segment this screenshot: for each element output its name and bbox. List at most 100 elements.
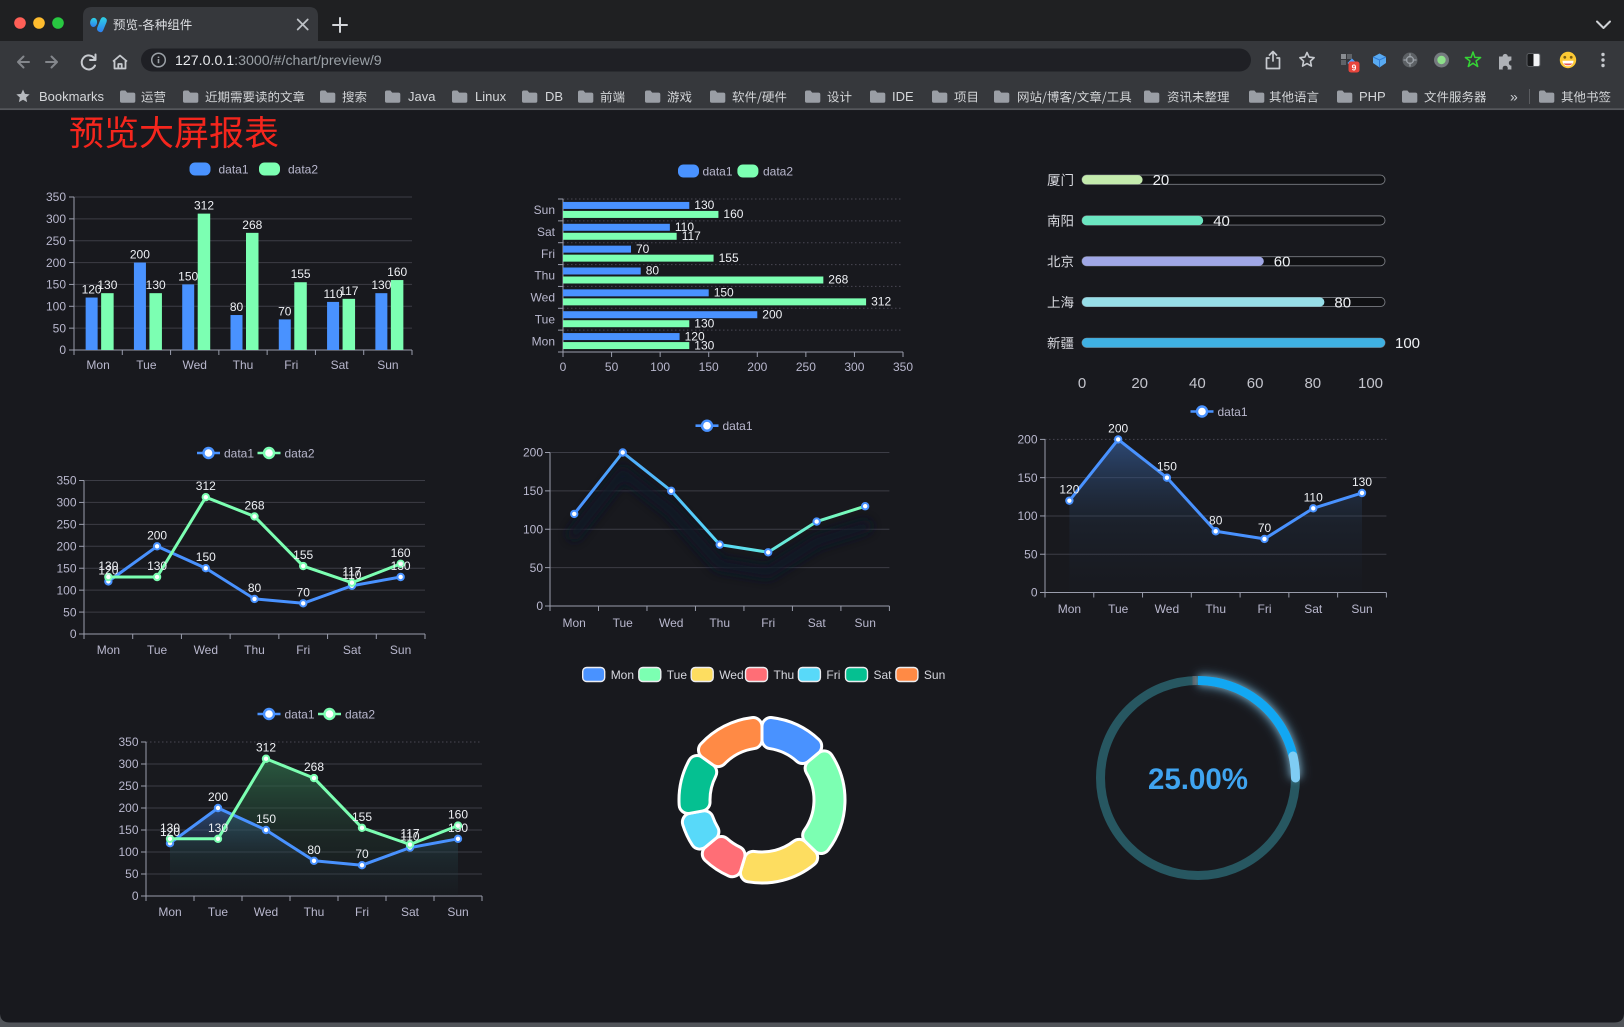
svg-text:Sun: Sun	[447, 905, 468, 919]
svg-text:160: 160	[448, 808, 468, 822]
svg-text:Sun: Sun	[924, 668, 945, 682]
svg-text:Thu: Thu	[233, 358, 254, 372]
svg-text:50: 50	[530, 561, 544, 575]
svg-text:Sat: Sat	[401, 905, 420, 919]
svg-text:Mon: Mon	[563, 616, 586, 630]
svg-text:70: 70	[636, 242, 650, 256]
svg-text:150: 150	[46, 278, 66, 292]
svg-text:60: 60	[1247, 375, 1264, 392]
svg-text:200: 200	[46, 256, 66, 270]
svg-text:50: 50	[605, 360, 619, 374]
svg-text:»: »	[1510, 89, 1518, 105]
svg-text:Thu: Thu	[1205, 602, 1226, 616]
svg-text:80: 80	[1334, 294, 1351, 311]
svg-text:155: 155	[293, 548, 313, 562]
svg-text:data1: data1	[219, 162, 249, 176]
svg-text:Tue: Tue	[208, 905, 229, 919]
svg-text:IDE: IDE	[892, 89, 914, 104]
svg-text:Tue: Tue	[613, 616, 634, 630]
svg-text:Wed: Wed	[194, 643, 218, 657]
svg-text:130: 130	[371, 278, 391, 292]
svg-text:0: 0	[1031, 586, 1038, 600]
svg-text:200: 200	[1017, 433, 1037, 447]
svg-text:150: 150	[1157, 460, 1177, 474]
svg-text:117: 117	[400, 827, 419, 841]
svg-text:120: 120	[82, 283, 102, 297]
svg-text:70: 70	[278, 304, 292, 318]
svg-text:120: 120	[1059, 483, 1079, 497]
svg-text:data1: data1	[723, 419, 753, 433]
svg-text:data2: data2	[763, 164, 793, 178]
svg-text:Mon: Mon	[97, 643, 120, 657]
svg-text:300: 300	[46, 212, 66, 226]
svg-text:130: 130	[448, 821, 468, 835]
svg-text:70: 70	[1258, 521, 1272, 535]
svg-text:0: 0	[536, 599, 543, 613]
svg-text:350: 350	[56, 474, 76, 488]
svg-text:Bookmarks: Bookmarks	[39, 89, 105, 104]
svg-text:200: 200	[523, 446, 543, 460]
svg-text:100: 100	[650, 360, 670, 374]
svg-text:50: 50	[63, 605, 77, 619]
svg-text:DB: DB	[545, 89, 563, 104]
svg-text:268: 268	[244, 499, 264, 513]
svg-text:50: 50	[1024, 547, 1038, 561]
svg-text:160: 160	[723, 207, 743, 221]
svg-text:130: 130	[391, 559, 411, 573]
svg-text:300: 300	[118, 757, 138, 771]
svg-text:9: 9	[1352, 62, 1357, 72]
svg-text:110: 110	[675, 220, 694, 234]
svg-text:0: 0	[59, 343, 66, 357]
svg-text:25.00%: 25.00%	[1148, 763, 1248, 796]
svg-text:Sun: Sun	[1351, 602, 1372, 616]
svg-text:50: 50	[125, 867, 139, 881]
svg-text:60: 60	[1274, 254, 1291, 271]
svg-text:Sat: Sat	[1304, 602, 1323, 616]
svg-text:312: 312	[256, 741, 276, 755]
svg-text:Mon: Mon	[532, 334, 555, 348]
svg-text:Thu: Thu	[304, 905, 325, 919]
svg-text:350: 350	[893, 360, 913, 374]
svg-text:Mon: Mon	[158, 905, 181, 919]
svg-text:Sat: Sat	[331, 358, 350, 372]
svg-text:350: 350	[118, 735, 138, 749]
svg-text:100: 100	[1017, 509, 1037, 523]
svg-text:data2: data2	[285, 446, 315, 460]
svg-text:312: 312	[194, 199, 214, 213]
svg-text:Wed: Wed	[254, 905, 278, 919]
svg-text:250: 250	[118, 779, 138, 793]
svg-text:80: 80	[1209, 513, 1223, 527]
svg-text:Mon: Mon	[611, 668, 634, 682]
svg-text:Tue: Tue	[1108, 602, 1129, 616]
svg-text:155: 155	[352, 810, 372, 824]
svg-text:Wed: Wed	[719, 668, 743, 682]
svg-text:130: 130	[146, 278, 166, 292]
svg-text:120: 120	[160, 825, 180, 839]
svg-text:100: 100	[56, 583, 76, 597]
svg-text:200: 200	[56, 540, 76, 554]
svg-text:150: 150	[256, 812, 276, 826]
svg-text:130: 130	[97, 278, 117, 292]
svg-text:120: 120	[98, 563, 118, 577]
svg-text:Thu: Thu	[534, 269, 555, 283]
svg-text:117: 117	[342, 565, 361, 579]
svg-text:300: 300	[56, 496, 76, 510]
svg-text:40: 40	[1189, 375, 1206, 392]
svg-text:data1: data1	[224, 446, 254, 460]
svg-text:250: 250	[56, 518, 76, 532]
svg-text:110: 110	[342, 568, 361, 582]
svg-text:Thu: Thu	[244, 643, 265, 657]
svg-text:350: 350	[46, 190, 66, 204]
svg-text:200: 200	[762, 307, 782, 321]
svg-text:120: 120	[685, 329, 705, 343]
svg-text:Sun: Sun	[534, 203, 555, 217]
svg-text:Wed: Wed	[531, 291, 555, 305]
svg-text:80: 80	[646, 264, 660, 278]
svg-text:80: 80	[230, 300, 244, 314]
svg-text:80: 80	[248, 581, 262, 595]
svg-text:130: 130	[694, 198, 714, 212]
svg-text:100: 100	[1395, 335, 1420, 352]
svg-text:130: 130	[147, 559, 167, 573]
svg-text:Fri: Fri	[826, 668, 840, 682]
svg-text:Tue: Tue	[535, 312, 556, 326]
